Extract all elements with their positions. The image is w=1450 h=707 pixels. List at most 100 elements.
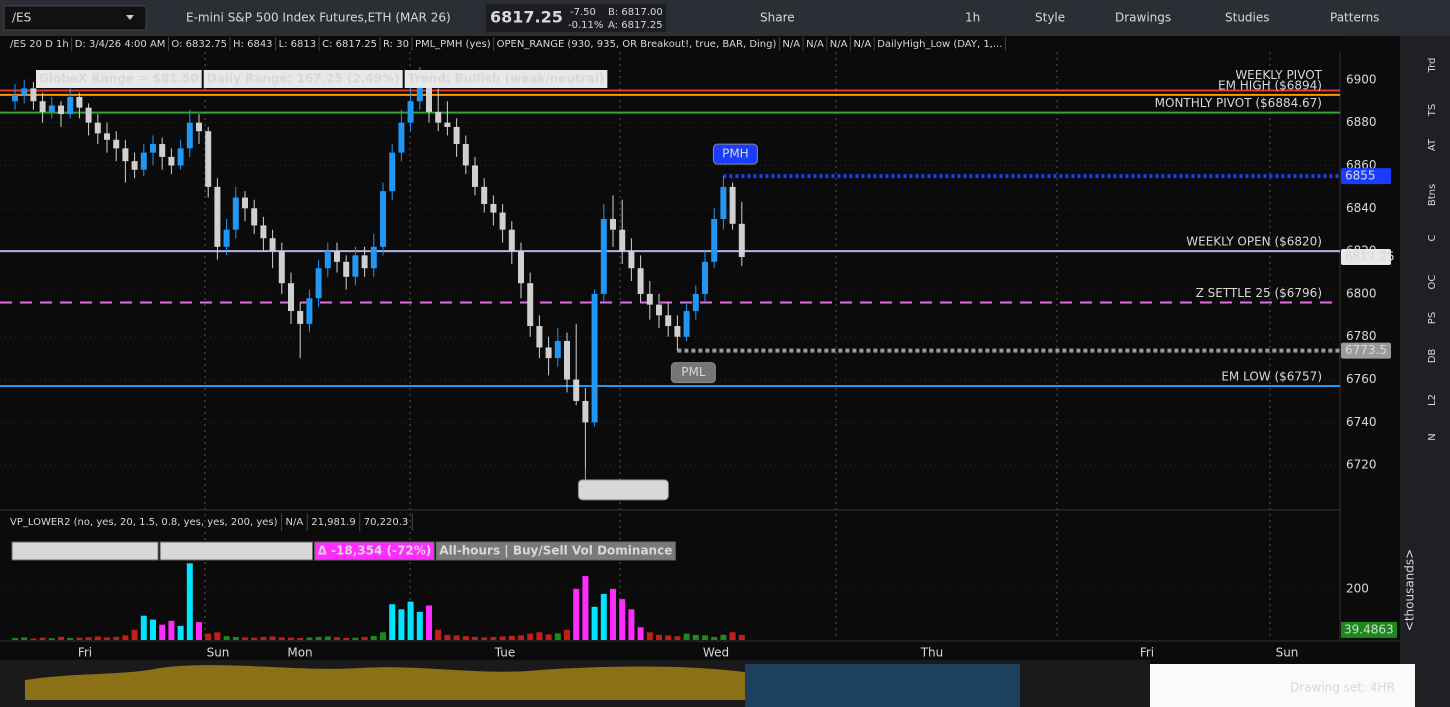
day-separators bbox=[204, 52, 1271, 640]
candle-body bbox=[564, 341, 570, 380]
volume-bar bbox=[177, 625, 184, 640]
candle-body bbox=[232, 197, 239, 230]
candle-body bbox=[361, 255, 368, 269]
candle-body bbox=[692, 293, 699, 312]
volume-bar bbox=[656, 634, 662, 640]
navigator-window[interactable] bbox=[745, 664, 1020, 707]
volume-bar bbox=[104, 637, 110, 640]
volume-bar bbox=[453, 635, 460, 640]
side-tab[interactable]: DB bbox=[1427, 349, 1438, 364]
y-tick-label: 6840 bbox=[1346, 201, 1377, 215]
x-tick-label: Mon bbox=[287, 646, 312, 660]
volume-bar bbox=[646, 632, 653, 640]
candle-body bbox=[67, 96, 74, 115]
volume-bar bbox=[545, 634, 552, 640]
volume-bar bbox=[389, 604, 396, 640]
info-item: OPEN_RANGE (930, 935, OR Breakout!, true… bbox=[497, 39, 777, 50]
candle-body bbox=[159, 144, 166, 157]
volume-bar bbox=[518, 635, 524, 640]
volume-bar bbox=[490, 636, 497, 640]
candle-body bbox=[260, 225, 267, 239]
volume-bar bbox=[39, 637, 46, 640]
side-tab[interactable]: PS bbox=[1427, 312, 1438, 324]
volume-bar bbox=[251, 637, 258, 640]
toolbar-button[interactable]: Patterns bbox=[1330, 11, 1379, 25]
toolbar-button[interactable]: Style bbox=[1035, 11, 1065, 25]
candle-body bbox=[720, 186, 727, 219]
candle-body bbox=[94, 122, 101, 134]
badge: Trend: Bullish (weak/neutral) bbox=[408, 72, 605, 86]
volume-bar bbox=[380, 632, 386, 640]
side-tab[interactable]: AT bbox=[1427, 138, 1438, 151]
side-panel bbox=[1400, 36, 1450, 707]
level-label: EM LOW ($6757) bbox=[1221, 369, 1322, 383]
side-tab[interactable]: Btns bbox=[1427, 184, 1438, 206]
volume-bar bbox=[692, 634, 699, 640]
volume-bar bbox=[720, 634, 727, 640]
level-label: WEEKLY OPEN ($6820) bbox=[1186, 235, 1322, 249]
volume-bar bbox=[352, 637, 359, 640]
candle-body bbox=[683, 311, 690, 337]
volume-bar bbox=[85, 637, 92, 640]
side-tab[interactable]: TS bbox=[1427, 104, 1438, 117]
candle-body bbox=[131, 161, 138, 170]
volume-bar bbox=[582, 576, 589, 640]
candle-body bbox=[242, 197, 248, 209]
candle-body bbox=[269, 238, 276, 252]
toolbar-button[interactable]: Studies bbox=[1225, 11, 1270, 25]
candle-body bbox=[444, 122, 451, 127]
candle-body bbox=[472, 165, 478, 187]
volume-bar bbox=[186, 563, 193, 640]
price-tag-bg bbox=[1341, 168, 1391, 185]
candle-body bbox=[582, 400, 589, 423]
toolbar-button[interactable]: 1h bbox=[965, 11, 980, 25]
candle-body bbox=[481, 186, 488, 204]
drawing-tools bbox=[1150, 664, 1415, 707]
side-tab[interactable]: N bbox=[1427, 433, 1438, 440]
candle-body bbox=[462, 144, 469, 166]
y-tick-label: 6760 bbox=[1346, 372, 1377, 386]
volume-bar bbox=[278, 637, 285, 640]
stat-bg bbox=[314, 541, 435, 561]
volume-bar bbox=[370, 635, 377, 640]
stat: Today: 321,628 (20%) bbox=[163, 544, 309, 558]
candle-body bbox=[168, 156, 175, 166]
side-tab[interactable]: Trd bbox=[1427, 58, 1438, 74]
info-item: R: 30 bbox=[383, 39, 409, 50]
price-tag: 6773.5 bbox=[1345, 343, 1387, 357]
volume-bar bbox=[159, 624, 166, 640]
y-tick-label: 6780 bbox=[1346, 329, 1377, 343]
side-tab[interactable]: OC bbox=[1427, 275, 1438, 290]
candle-body bbox=[508, 229, 515, 252]
candle-body bbox=[251, 208, 258, 226]
volume-bar bbox=[21, 637, 28, 640]
symbol: /ES bbox=[12, 11, 31, 25]
level-label: MONTHLY PIVOT ($6884.67) bbox=[1155, 96, 1322, 110]
volume-bar bbox=[435, 629, 442, 640]
candle-body bbox=[315, 268, 322, 299]
x-tick-label: Fri bbox=[1140, 646, 1154, 660]
candle-body bbox=[646, 293, 653, 305]
side-tab[interactable]: C bbox=[1427, 234, 1438, 241]
volume-bar bbox=[665, 635, 672, 640]
candle-body bbox=[370, 246, 377, 269]
volume-bar bbox=[334, 637, 340, 640]
toolbar-button[interactable]: Drawings bbox=[1115, 11, 1171, 25]
candle-body bbox=[177, 148, 184, 166]
candle-body bbox=[435, 111, 442, 123]
volume-bar bbox=[67, 637, 74, 640]
y-tick-label: 6880 bbox=[1346, 115, 1377, 129]
annotation: PMH bbox=[722, 147, 749, 161]
candle-body bbox=[30, 88, 37, 102]
symbol-box[interactable] bbox=[3, 5, 147, 31]
candle-body bbox=[288, 283, 294, 312]
volume-unit: <thousands> bbox=[1403, 549, 1417, 631]
toolbar-button[interactable]: Share bbox=[760, 11, 795, 25]
candle-body bbox=[536, 326, 543, 348]
volume-bar bbox=[48, 638, 55, 640]
side-tab[interactable]: L2 bbox=[1427, 394, 1438, 406]
volume-bar bbox=[729, 632, 736, 640]
candle-body bbox=[48, 105, 55, 112]
stat-bg bbox=[435, 541, 676, 561]
volume-bar bbox=[564, 629, 570, 640]
